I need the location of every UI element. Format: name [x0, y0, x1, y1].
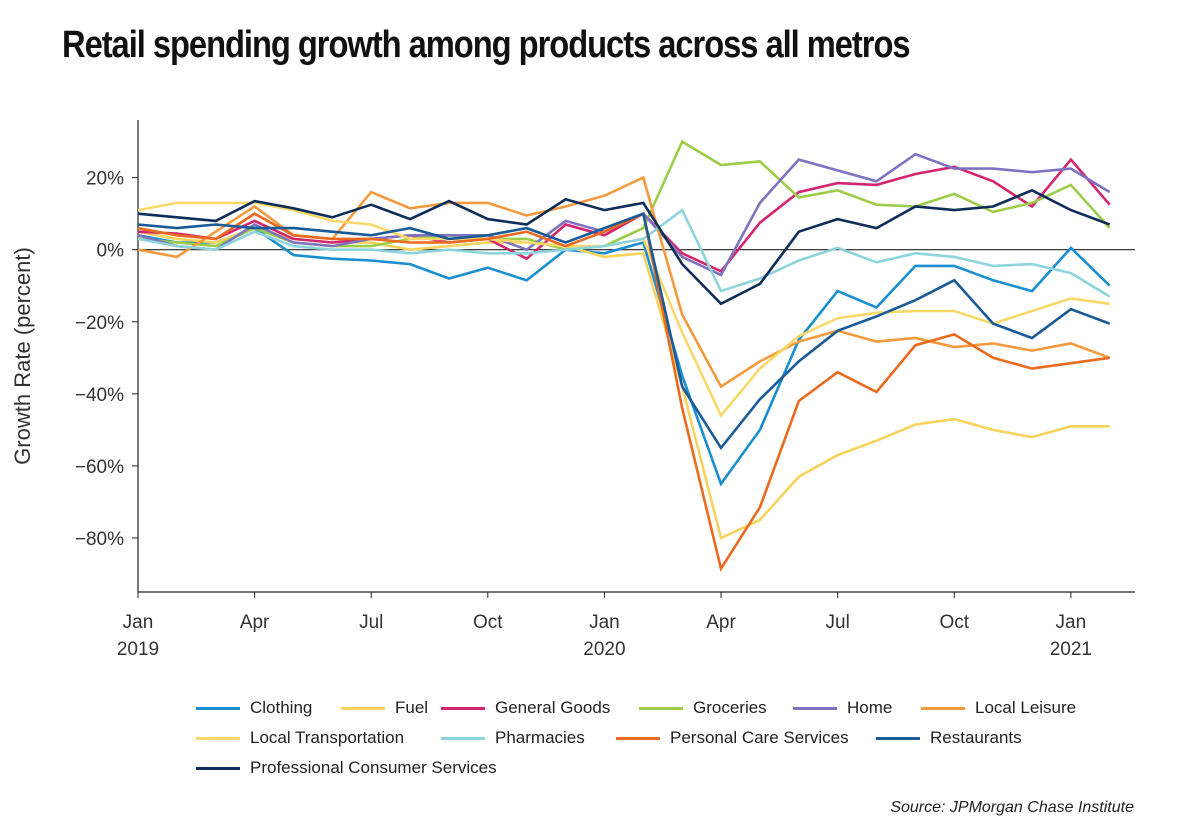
chart-series	[137, 139, 1111, 572]
legend-item-home: Home	[793, 698, 892, 718]
x-tick-label: Jan	[589, 612, 620, 633]
legend-item-professional-consumer-services: Professional Consumer Services	[196, 758, 497, 778]
legend-swatch	[196, 736, 240, 740]
series-line-fuel	[137, 226, 1110, 540]
y-tick-label: −40%	[75, 385, 124, 406]
x-tick-label: Oct	[473, 612, 503, 633]
source-note: Source: JPMorgan Chase Institute	[890, 799, 1134, 816]
legend-swatch	[921, 706, 965, 710]
legend-label: Pharmacies	[495, 728, 585, 747]
x-tick-label: Jan	[1056, 612, 1087, 633]
legend-item-groceries: Groceries	[639, 698, 767, 718]
series-line-home	[137, 152, 1111, 277]
x-tick-year-label: 2021	[1050, 639, 1092, 660]
x-tick-label: Jul	[359, 612, 383, 633]
y-tick-label: 20%	[86, 169, 124, 190]
legend-swatch	[441, 706, 485, 710]
y-tick-label: −60%	[75, 457, 124, 478]
legend-label: Groceries	[693, 698, 767, 717]
legend-item-general-goods: General Goods	[441, 698, 610, 718]
x-tick-year-label: 2019	[117, 639, 159, 660]
series-line-personal-care-services	[137, 211, 1110, 572]
legend-item-personal-care-services: Personal Care Services	[616, 728, 849, 748]
line-chart: 20% 0% −20% −40% −60% −80% Jan 2019 Apr Jul Oct Jan…	[10, 120, 1135, 660]
legend-swatch	[793, 706, 837, 710]
legend-swatch	[876, 736, 920, 740]
legend-item-restaurants: Restaurants	[876, 728, 1022, 748]
x-tick-year-label: 2020	[583, 639, 625, 660]
legend-item-fuel: Fuel	[341, 698, 428, 718]
legend-label: Restaurants	[930, 728, 1022, 747]
legend-swatch	[616, 736, 660, 740]
legend-label: General Goods	[495, 698, 611, 717]
chart-title: Retail spending growth among products ac…	[62, 24, 911, 66]
y-axis-title: Growth Rate (percent)	[10, 247, 35, 465]
legend-label: Home	[847, 698, 893, 717]
x-tick-label: Apr	[240, 612, 270, 633]
legend-item-local-transportation: Local Transportation	[196, 728, 404, 748]
legend-label: Professional Consumer Services	[250, 758, 497, 777]
legend-item-pharmacies: Pharmacies	[441, 728, 585, 748]
legend-swatch	[196, 706, 240, 710]
y-tick-label: 0%	[97, 241, 125, 262]
x-tick-label: Jan	[123, 612, 154, 633]
series-line-restaurants	[137, 211, 1111, 451]
legend-label: Clothing	[250, 698, 313, 717]
legend-label: Local Leisure	[975, 698, 1077, 717]
series-line-clothing	[137, 226, 1111, 487]
x-tick-label: Oct	[939, 612, 969, 633]
series-line-general-goods	[137, 157, 1111, 273]
x-tick-label: Apr	[706, 612, 736, 633]
legend-item-clothing: Clothing	[196, 698, 312, 718]
legend-swatch	[441, 736, 485, 740]
legend-label: Fuel	[395, 698, 429, 717]
series-line-pharmacies	[137, 208, 1111, 298]
legend-swatch	[196, 766, 240, 770]
series-line-professional-consumer-services	[137, 188, 1111, 306]
legend-label: Personal Care Services	[670, 728, 849, 747]
legend-swatch	[639, 706, 683, 710]
legend-item-local-leisure: Local Leisure	[921, 698, 1076, 718]
y-tick-label: −80%	[75, 529, 124, 550]
legend-swatch	[341, 706, 385, 710]
legend-label: Local Transportation	[250, 728, 405, 747]
x-tick-label: Jul	[826, 612, 850, 633]
y-tick-label: −20%	[75, 313, 124, 334]
chart-axes: 20% 0% −20% −40% −60% −80% Jan 2019 Apr Jul Oct Jan…	[75, 120, 1135, 660]
